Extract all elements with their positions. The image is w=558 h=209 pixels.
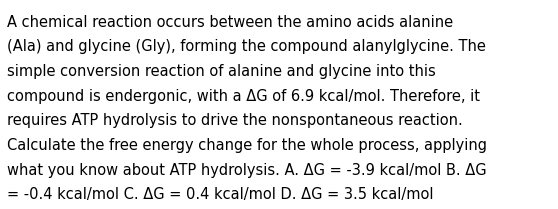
Text: (Ala) and glycine (Gly), forming the compound alanylglycine. The: (Ala) and glycine (Gly), forming the com… [7, 39, 485, 54]
Text: compound is endergonic, with a ΔG of 6.9 kcal/mol. Therefore, it: compound is endergonic, with a ΔG of 6.9… [7, 89, 480, 104]
Text: Calculate the free energy change for the whole process, applying: Calculate the free energy change for the… [7, 138, 487, 153]
Text: A chemical reaction occurs between the amino acids alanine: A chemical reaction occurs between the a… [7, 15, 453, 30]
Text: = -0.4 kcal/mol C. ΔG = 0.4 kcal/mol D. ΔG = 3.5 kcal/mol: = -0.4 kcal/mol C. ΔG = 0.4 kcal/mol D. … [7, 187, 433, 202]
Text: simple conversion reaction of alanine and glycine into this: simple conversion reaction of alanine an… [7, 64, 435, 79]
Text: what you know about ATP hydrolysis. A. ΔG = -3.9 kcal/mol B. ΔG: what you know about ATP hydrolysis. A. Δ… [7, 163, 487, 178]
Text: requires ATP hydrolysis to drive the nonspontaneous reaction.: requires ATP hydrolysis to drive the non… [7, 113, 463, 128]
